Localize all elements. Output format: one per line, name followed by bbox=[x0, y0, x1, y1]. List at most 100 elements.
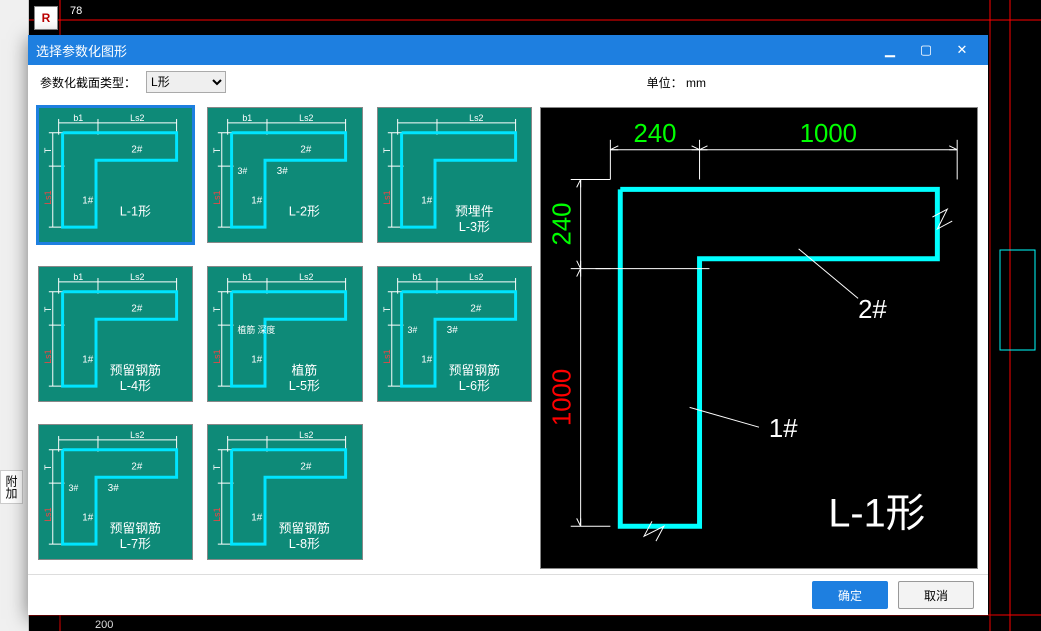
svg-text:预埋件: 预埋件 bbox=[455, 203, 494, 218]
svg-text:T: T bbox=[43, 464, 53, 470]
svg-text:T: T bbox=[43, 147, 53, 153]
svg-text:Ls2: Ls2 bbox=[469, 272, 483, 282]
svg-text:T: T bbox=[212, 464, 222, 470]
svg-text:Ls2: Ls2 bbox=[299, 430, 313, 440]
dim-h2: 1000 bbox=[800, 120, 857, 148]
dim-v2: 1000 bbox=[549, 369, 577, 426]
svg-text:植筋: 植筋 bbox=[292, 362, 318, 377]
dialog-select-param-shape: 选择参数化图形 ▁ ▢ ✕ 参数化截面类型： L形 单位： mm b1 Ls2 … bbox=[28, 35, 988, 615]
svg-text:L-3形: L-3形 bbox=[458, 219, 489, 234]
svg-text:3#: 3# bbox=[108, 483, 119, 494]
svg-text:Ls2: Ls2 bbox=[469, 113, 483, 123]
cancel-button[interactable]: 取消 bbox=[898, 581, 974, 609]
svg-text:1#: 1# bbox=[82, 513, 93, 524]
svg-text:植筋 深度: 植筋 深度 bbox=[238, 324, 276, 335]
svg-text:b1: b1 bbox=[412, 272, 422, 282]
corner-r-badge: R bbox=[34, 6, 58, 30]
svg-text:2#: 2# bbox=[301, 144, 312, 155]
svg-text:预留钢筋: 预留钢筋 bbox=[110, 362, 161, 377]
svg-text:2#: 2# bbox=[131, 144, 142, 155]
svg-text:1#: 1# bbox=[252, 196, 263, 207]
svg-text:预留钢筋: 预留钢筋 bbox=[448, 362, 499, 377]
svg-text:3#: 3# bbox=[238, 166, 248, 176]
svg-text:Ls1: Ls1 bbox=[212, 349, 222, 363]
svg-text:Ls1: Ls1 bbox=[43, 349, 53, 363]
preview-mark1: 1# bbox=[769, 415, 798, 443]
svg-text:L-1形: L-1形 bbox=[120, 203, 151, 218]
shape-preview: 240 1000 240 1000 bbox=[540, 107, 978, 569]
shape-thumb-6[interactable]: b1 Ls2 T Ls1 1# 2# 3# 3# 预留钢筋L-6形 bbox=[377, 266, 532, 402]
svg-text:2#: 2# bbox=[301, 462, 312, 473]
svg-text:Ls1: Ls1 bbox=[381, 190, 391, 204]
type-select[interactable]: L形 bbox=[146, 71, 226, 93]
unit-value: mm bbox=[686, 76, 706, 90]
svg-text:预留钢筋: 预留钢筋 bbox=[279, 521, 330, 536]
svg-text:Ls1: Ls1 bbox=[212, 508, 222, 522]
svg-text:Ls2: Ls2 bbox=[130, 430, 144, 440]
svg-text:1#: 1# bbox=[421, 354, 432, 365]
dialog-title: 选择参数化图形 bbox=[36, 41, 127, 60]
minimize-button[interactable]: ▁ bbox=[872, 35, 908, 65]
svg-text:200: 200 bbox=[95, 619, 113, 631]
svg-text:b1: b1 bbox=[73, 272, 83, 282]
ok-button[interactable]: 确定 bbox=[812, 581, 888, 609]
close-button[interactable]: ✕ bbox=[944, 35, 980, 65]
svg-text:1#: 1# bbox=[252, 513, 263, 524]
dialog-toolbar: 参数化截面类型： L形 单位： mm bbox=[28, 65, 988, 99]
svg-text:Ls2: Ls2 bbox=[130, 272, 144, 282]
shape-thumb-8[interactable]: Ls2 T Ls1 1# 2# 预留钢筋L-8形 bbox=[207, 424, 362, 560]
svg-text:1#: 1# bbox=[252, 354, 263, 365]
dialog-footer: 确定 取消 bbox=[28, 574, 988, 615]
side-tab[interactable]: 附加 bbox=[0, 470, 23, 504]
shape-thumb-4[interactable]: b1 Ls2 T Ls1 1# 2# 预留钢筋L-4形 bbox=[38, 266, 193, 402]
svg-text:L-4形: L-4形 bbox=[120, 378, 151, 393]
svg-text:3#: 3# bbox=[68, 483, 78, 493]
svg-text:T: T bbox=[381, 306, 391, 312]
svg-text:L-5形: L-5形 bbox=[289, 378, 320, 393]
svg-text:b1: b1 bbox=[73, 113, 83, 123]
svg-text:2#: 2# bbox=[131, 303, 142, 314]
preview-title: L-1形 bbox=[828, 491, 925, 535]
svg-text:Ls1: Ls1 bbox=[43, 508, 53, 522]
shape-thumb-2[interactable]: b1 Ls2 T Ls1 1# 2# 3# 3# L-2形 bbox=[207, 107, 362, 243]
type-label: 参数化截面类型： bbox=[40, 74, 136, 91]
svg-text:Ls2: Ls2 bbox=[130, 113, 144, 123]
left-panel: 附加 bbox=[0, 0, 29, 631]
svg-text:预留钢筋: 预留钢筋 bbox=[110, 521, 161, 536]
svg-text:T: T bbox=[212, 306, 222, 312]
dim-v1: 240 bbox=[549, 203, 577, 246]
svg-text:b1: b1 bbox=[243, 113, 253, 123]
svg-text:3#: 3# bbox=[277, 166, 288, 177]
dialog-titlebar[interactable]: 选择参数化图形 ▁ ▢ ✕ bbox=[28, 35, 988, 65]
svg-text:L-7形: L-7形 bbox=[120, 536, 151, 551]
svg-text:L-6形: L-6形 bbox=[458, 378, 489, 393]
shape-thumb-3[interactable]: Ls2 T Ls1 1# 预埋件L-3形 bbox=[377, 107, 532, 243]
shape-thumbnail-grid: b1 Ls2 T Ls1 1# 2# L-1形 b1 Ls2 T Ls1 1# bbox=[38, 107, 532, 569]
svg-text:Ls1: Ls1 bbox=[43, 190, 53, 204]
svg-text:2#: 2# bbox=[470, 303, 481, 314]
svg-text:Ls1: Ls1 bbox=[381, 349, 391, 363]
svg-text:b1: b1 bbox=[243, 272, 253, 282]
svg-text:L-2形: L-2形 bbox=[289, 203, 320, 218]
maximize-button[interactable]: ▢ bbox=[908, 35, 944, 65]
shape-thumb-1[interactable]: b1 Ls2 T Ls1 1# 2# L-1形 bbox=[38, 107, 193, 243]
svg-text:3#: 3# bbox=[446, 325, 457, 336]
svg-text:Ls1: Ls1 bbox=[212, 190, 222, 204]
svg-text:1#: 1# bbox=[82, 196, 93, 207]
svg-text:2#: 2# bbox=[131, 462, 142, 473]
svg-text:L-8形: L-8形 bbox=[289, 536, 320, 551]
svg-text:1#: 1# bbox=[82, 354, 93, 365]
svg-text:T: T bbox=[212, 147, 222, 153]
shape-thumb-7[interactable]: Ls2 T Ls1 1# 2# 3# 3# 预留钢筋L-7形 bbox=[38, 424, 193, 560]
shape-thumb-5[interactable]: b1 Ls2 T Ls1 1# 植筋 深度 植筋L-5形 bbox=[207, 266, 362, 402]
svg-text:78: 78 bbox=[70, 5, 82, 17]
svg-text:1#: 1# bbox=[421, 196, 432, 207]
unit-label: 单位： bbox=[647, 76, 683, 90]
unit-group: 单位： mm bbox=[647, 74, 706, 91]
preview-mark2: 2# bbox=[858, 296, 887, 324]
svg-text:T: T bbox=[43, 306, 53, 312]
dim-h1: 240 bbox=[633, 120, 676, 148]
svg-text:3#: 3# bbox=[407, 325, 417, 335]
svg-text:Ls2: Ls2 bbox=[299, 113, 313, 123]
svg-text:Ls2: Ls2 bbox=[299, 272, 313, 282]
